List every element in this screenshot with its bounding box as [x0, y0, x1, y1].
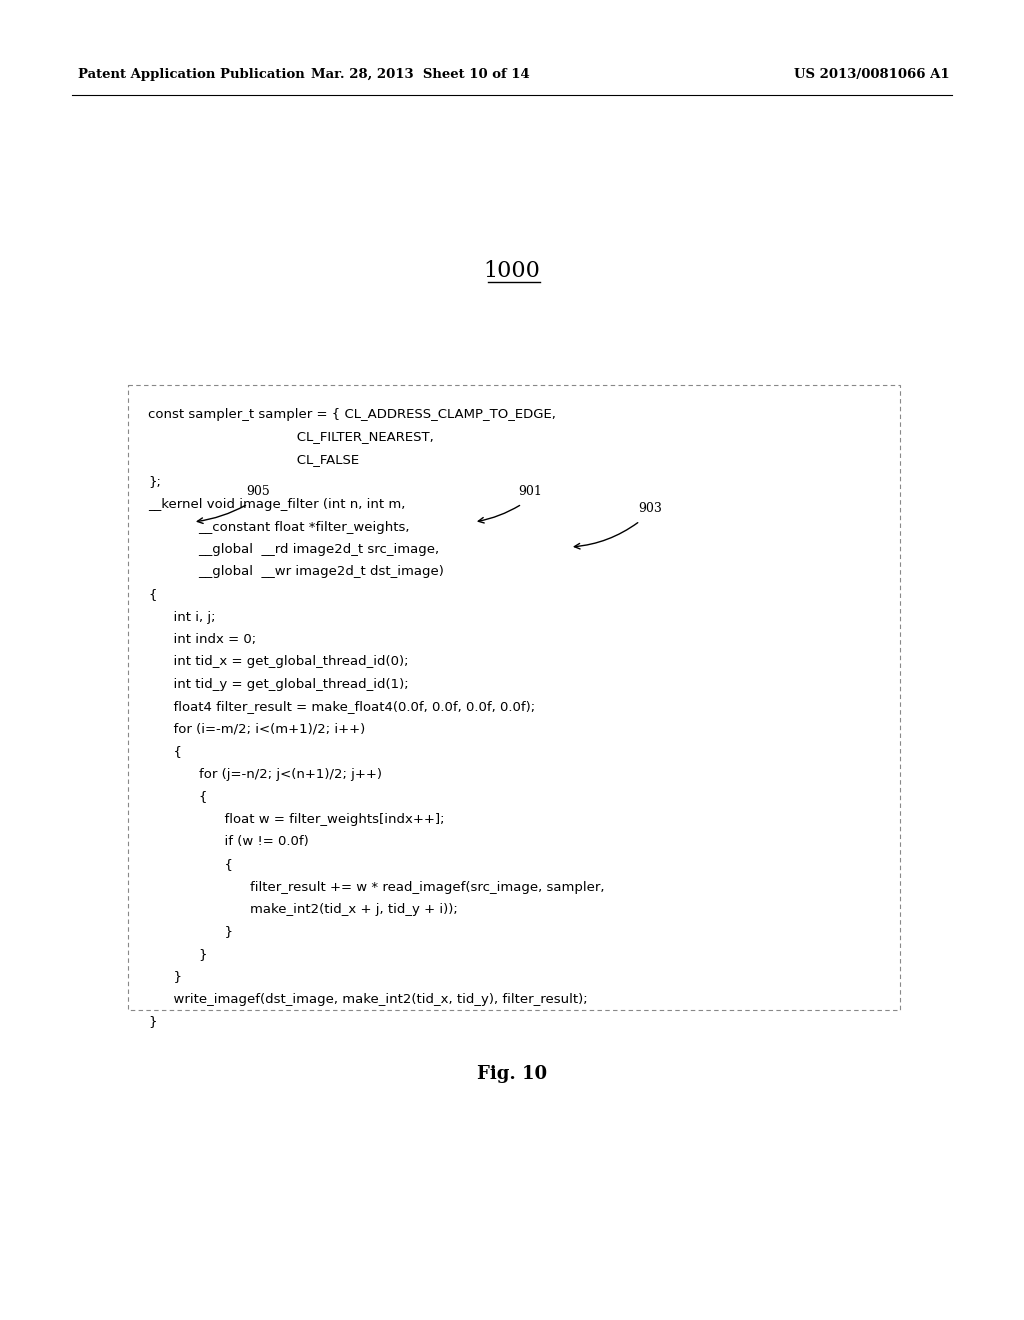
Text: };: }; [148, 475, 161, 488]
Text: if (w != 0.0f): if (w != 0.0f) [148, 836, 309, 849]
Text: {: { [148, 791, 208, 804]
Text: Mar. 28, 2013  Sheet 10 of 14: Mar. 28, 2013 Sheet 10 of 14 [310, 69, 529, 81]
Text: 903: 903 [638, 502, 662, 515]
Text: CL_FALSE: CL_FALSE [148, 453, 359, 466]
Text: }: } [148, 948, 208, 961]
Text: 1000: 1000 [483, 260, 541, 282]
Text: int tid_y = get_global_thread_id(1);: int tid_y = get_global_thread_id(1); [148, 678, 409, 690]
Text: }: } [148, 970, 182, 983]
Text: __kernel void image_filter (int n, int m,: __kernel void image_filter (int n, int m… [148, 498, 406, 511]
Text: Fig. 10: Fig. 10 [477, 1065, 547, 1082]
Text: {: { [148, 587, 157, 601]
Text: {: { [148, 858, 233, 871]
Text: }: } [148, 925, 233, 939]
Bar [128, 385, 900, 1010]
Text: US 2013/0081066 A1: US 2013/0081066 A1 [795, 69, 950, 81]
Text: for (i=-m/2; i<(m+1)/2; i++): for (i=-m/2; i<(m+1)/2; i++) [148, 723, 366, 737]
Text: for (j=-n/2; j<(n+1)/2; j++): for (j=-n/2; j<(n+1)/2; j++) [148, 768, 382, 781]
Text: write_imagef(dst_image, make_int2(tid_x, tid_y), filter_result);: write_imagef(dst_image, make_int2(tid_x,… [148, 993, 588, 1006]
Text: int i, j;: int i, j; [148, 610, 215, 623]
Text: __global  __wr image2d_t dst_image): __global __wr image2d_t dst_image) [148, 565, 443, 578]
Text: Patent Application Publication: Patent Application Publication [78, 69, 305, 81]
Text: 901: 901 [518, 484, 542, 498]
Text: const sampler_t sampler = { CL_ADDRESS_CLAMP_TO_EDGE,: const sampler_t sampler = { CL_ADDRESS_C… [148, 408, 556, 421]
Text: }: } [148, 1015, 157, 1028]
Text: filter_result += w * read_imagef(src_image, sampler,: filter_result += w * read_imagef(src_ima… [148, 880, 604, 894]
Text: float4 filter_result = make_float4(0.0f, 0.0f, 0.0f, 0.0f);: float4 filter_result = make_float4(0.0f,… [148, 701, 536, 714]
Text: {: { [148, 746, 182, 759]
Text: make_int2(tid_x + j, tid_y + i));: make_int2(tid_x + j, tid_y + i)); [148, 903, 458, 916]
Text: int indx = 0;: int indx = 0; [148, 634, 256, 645]
Text: float w = filter_weights[indx++];: float w = filter_weights[indx++]; [148, 813, 444, 826]
Text: CL_FILTER_NEAREST,: CL_FILTER_NEAREST, [148, 430, 434, 444]
Text: __constant float *filter_weights,: __constant float *filter_weights, [148, 520, 410, 533]
Text: __global  __rd image2d_t src_image,: __global __rd image2d_t src_image, [148, 543, 439, 556]
Text: 905: 905 [246, 484, 270, 498]
Text: int tid_x = get_global_thread_id(0);: int tid_x = get_global_thread_id(0); [148, 656, 409, 668]
